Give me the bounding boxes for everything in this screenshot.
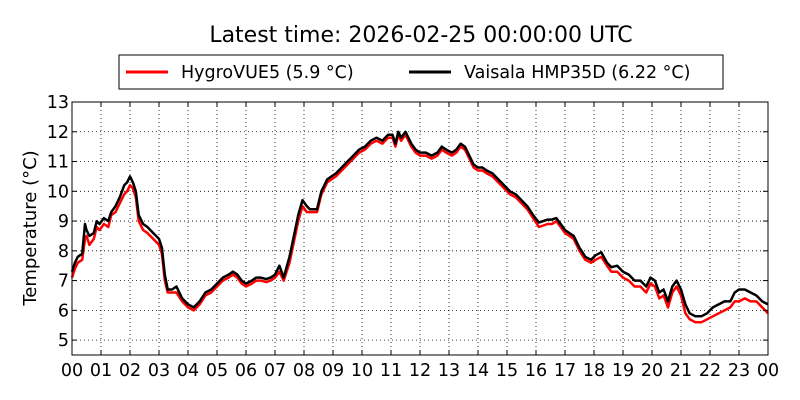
- x-tick-label: 16: [525, 361, 547, 381]
- x-tick-label: 03: [148, 361, 170, 381]
- y-axis-tick-labels: 5 6 7 8 9 10 11 12 13: [47, 93, 69, 351]
- x-tick-label: 00: [757, 361, 779, 381]
- x-tick-label: 14: [467, 361, 489, 381]
- legend-label-vaisala: Vaisala HMP35D (6.22 °C): [464, 63, 690, 83]
- legend-label-hygrovue5: HygroVUE5 (5.9 °C): [181, 63, 354, 83]
- y-tick-label: 6: [58, 301, 69, 321]
- chart-title: Latest time: 2026-02-25 00:00:00 UTC: [209, 23, 632, 48]
- x-tick-label: 11: [380, 361, 402, 381]
- y-tick-label: 9: [58, 212, 69, 232]
- x-tick-label: 19: [612, 361, 634, 381]
- y-tick-label: 10: [47, 182, 69, 202]
- series-line-vaisala: [70, 130, 769, 318]
- y-tick-label: 11: [47, 153, 69, 173]
- x-tick-label: 05: [206, 361, 228, 381]
- x-tick-label: 04: [177, 361, 199, 381]
- x-tick-label: 21: [670, 361, 692, 381]
- y-axis-label: Temperature (°C): [20, 150, 41, 306]
- x-tick-label: 22: [699, 361, 721, 381]
- x-tick-label: 10: [351, 361, 373, 381]
- x-tick-label: 18: [583, 361, 605, 381]
- x-tick-label: 01: [90, 361, 112, 381]
- legend: HygroVUE5 (5.9 °C) Vaisala HMP35D (6.22 …: [118, 54, 724, 90]
- x-tick-label: 07: [264, 361, 286, 381]
- x-tick-label: 15: [496, 361, 518, 381]
- x-tick-label: 20: [641, 361, 663, 381]
- x-axis-tick-labels: 00 01 02 03 04 05 06 07 08 09 10 11 12 13 14 15 16 17 18 19…: [61, 361, 779, 381]
- x-tick-label: 09: [322, 361, 344, 381]
- x-tick-label: 12: [409, 361, 431, 381]
- x-tick-label: 13: [438, 361, 460, 381]
- x-tick-label: 02: [119, 361, 141, 381]
- y-tick-label: 12: [47, 123, 69, 143]
- y-tick-label: 5: [58, 331, 69, 351]
- y-tick-label: 7: [58, 272, 69, 292]
- axis-ticks: [71, 101, 769, 355]
- y-tick-label: 8: [58, 242, 69, 262]
- x-tick-label: 00: [61, 361, 83, 381]
- x-tick-label: 06: [235, 361, 257, 381]
- y-tick-label: 13: [47, 93, 69, 113]
- x-tick-label: 23: [728, 361, 750, 381]
- plot-frame: [71, 101, 769, 356]
- grid: [71, 101, 769, 355]
- x-tick-label: 08: [293, 361, 315, 381]
- x-tick-label: 17: [554, 361, 576, 381]
- series-lines: [70, 130, 769, 324]
